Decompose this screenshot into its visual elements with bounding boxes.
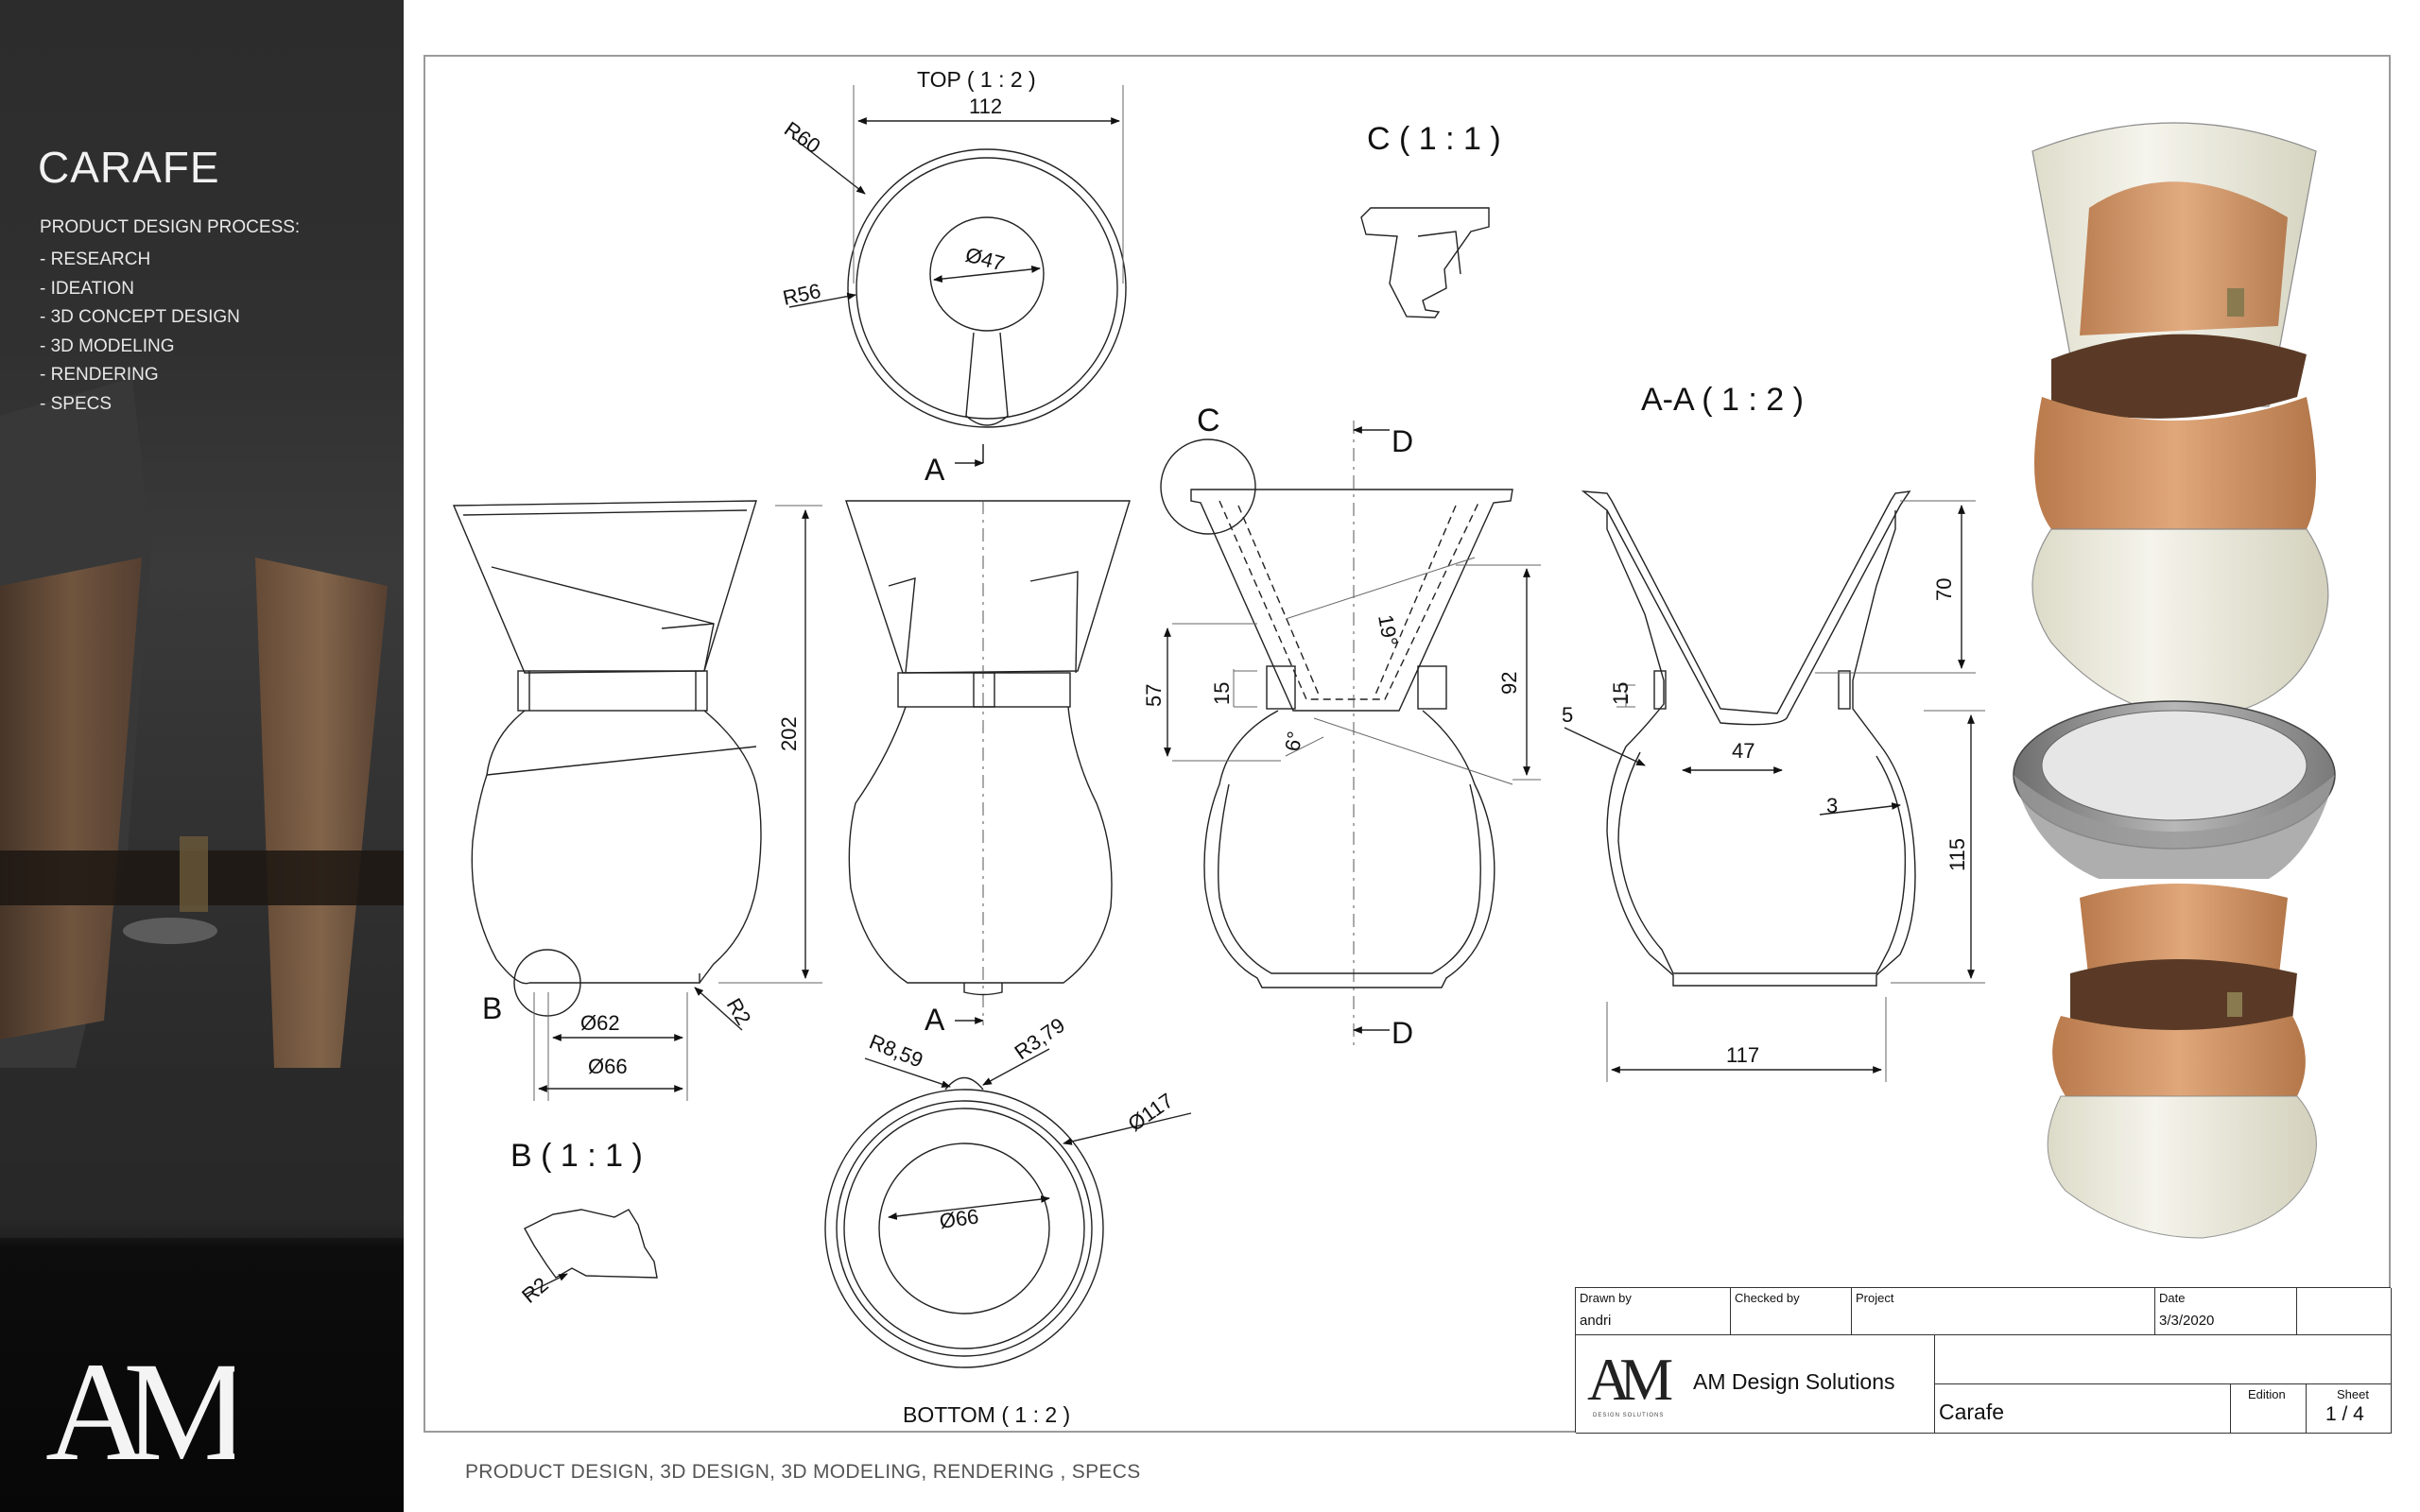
tb-company: AM DESIGN SOLUTIONS AM Design Solutions <box>1576 1335 1935 1434</box>
dim-side-15: 15 <box>1210 682 1234 705</box>
dim-top-r60: R60 <box>780 117 824 159</box>
tb-logo: AM DESIGN SOLUTIONS <box>1587 1346 1684 1418</box>
detail-c <box>1360 207 1490 318</box>
sidebar-panel: CARAFE PRODUCT DESIGN PROCESS: - RESEARC… <box>0 0 404 1512</box>
dim-bottom-dia117: Ø117 <box>1124 1089 1178 1136</box>
dim-top-dia47: Ø47 <box>963 243 1008 276</box>
bottom-view <box>824 1048 1192 1368</box>
drawing-sheet-border <box>424 55 2391 1433</box>
section-marker-a-bottom: A <box>925 1003 945 1037</box>
tb-date-label: Date <box>2159 1291 2186 1305</box>
dim-top-width: 112 <box>969 94 1002 118</box>
process-step: - RENDERING <box>40 365 159 385</box>
dim-sec-3: 3 <box>1826 794 1838 817</box>
view-title-section-aa: A-A ( 1 : 2 ) <box>1641 382 1804 418</box>
brand-logo: AM <box>45 1342 234 1474</box>
dim-side-6deg: 6° <box>1280 730 1306 753</box>
process-step: - 3D CONCEPT DESIGN <box>40 307 240 327</box>
wood-sleeve-left <box>0 558 142 1040</box>
tb-company-name: AM Design Solutions <box>1693 1369 1895 1394</box>
tb-drawn-by-label: Drawn by <box>1580 1291 1632 1305</box>
process-step: - SPECS <box>40 393 112 414</box>
side-view <box>845 500 1131 1025</box>
section-marker-a-top: A <box>925 453 945 487</box>
view-title-bottom: BOTTOM ( 1 : 2 ) <box>903 1402 1070 1427</box>
band-buckle <box>180 836 208 912</box>
section-marker-d-bottom: D <box>1392 1016 1413 1050</box>
dim-sec-15: 15 <box>1609 682 1633 705</box>
tb-sheet: Sheet 1 / 4 <box>2307 1384 2392 1434</box>
tb-empty <box>2297 1288 2392 1335</box>
detail-marker-c: C <box>1197 403 1220 438</box>
sidebar-title: CARAFE <box>38 143 220 192</box>
process-heading: PRODUCT DESIGN PROCESS: <box>40 217 301 237</box>
tb-sheet-label: Sheet <box>2337 1387 2369 1401</box>
footer-services: PRODUCT DESIGN, 3D DESIGN, 3D MODELING, … <box>465 1461 1141 1483</box>
dim-side-57: 57 <box>1142 684 1166 707</box>
tb-drawn-by-value: andri <box>1580 1313 1612 1329</box>
tb-sheet-value: 1 / 4 <box>2325 1403 2364 1425</box>
tb-date-value: 3/3/2020 <box>2159 1313 2215 1329</box>
tb-date: Date 3/3/2020 <box>2155 1288 2297 1335</box>
dim-sec-47: 47 <box>1732 739 1754 763</box>
process-step: - IDEATION <box>40 278 134 299</box>
dim-front-height: 202 <box>777 716 801 751</box>
dim-bottom-r859: R8,59 <box>866 1029 926 1072</box>
view-title-detail-b: B ( 1 : 1 ) <box>510 1138 643 1174</box>
tb-project-label: Project <box>1856 1291 1894 1305</box>
tb-blank-row <box>1935 1335 2392 1384</box>
dim-front-dia62: Ø62 <box>580 1011 620 1035</box>
view-title-top: TOP ( 1 : 2 ) <box>917 67 1036 92</box>
dim-bottom-r379: R3,79 <box>1011 1013 1069 1064</box>
process-step: - 3D MODELING <box>40 335 175 356</box>
dim-sec-5: 5 <box>1562 703 1573 727</box>
dim-side-92: 92 <box>1497 672 1521 695</box>
tb-project: Project <box>1852 1288 2155 1335</box>
tb-edition-label: Edition <box>2248 1387 2286 1401</box>
tb-part-name-value: Carafe <box>1939 1400 2005 1424</box>
render-open-view <box>2013 700 2336 1239</box>
title-block: Drawn by andri Checked by Project Date 3… <box>1575 1287 2392 1434</box>
dim-detail-r2: R2 <box>517 1273 553 1308</box>
tb-checked-by-label: Checked by <box>1735 1291 1800 1305</box>
dim-side-19deg: 19° <box>1374 613 1402 648</box>
filter-base <box>123 918 217 944</box>
carafe-photo-backdrop <box>0 378 404 1238</box>
tb-logo-subtext: DESIGN SOLUTIONS <box>1593 1413 1664 1418</box>
section-aa-view <box>1564 490 1985 1082</box>
render-closed-view <box>2031 122 2329 719</box>
dim-front-r2: R2 <box>722 994 756 1029</box>
table-surface <box>0 1068 404 1238</box>
dim-sec-70: 70 <box>1932 578 1956 601</box>
dim-sec-115: 115 <box>1945 838 1969 871</box>
dim-bottom-dia66: Ø66 <box>938 1204 980 1233</box>
dim-front-dia66: Ø66 <box>588 1055 628 1078</box>
tb-part-name: Carafe <box>1935 1384 2231 1434</box>
tb-checked-by: Checked by <box>1731 1288 1852 1335</box>
detail-b <box>524 1209 658 1296</box>
dim-sec-117: 117 <box>1726 1043 1759 1067</box>
detail-marker-b: B <box>482 991 502 1025</box>
section-marker-d-top: D <box>1392 424 1413 458</box>
top-view <box>788 85 1127 428</box>
tb-edition: Edition <box>2231 1384 2307 1434</box>
process-list: - RESEARCH - IDEATION - 3D CONCEPT DESIG… <box>40 246 240 419</box>
view-title-detail-c: C ( 1 : 1 ) <box>1367 121 1501 157</box>
dim-top-r56: R56 <box>781 279 823 310</box>
brand-logo-text: AM <box>45 1342 234 1474</box>
section-c-view <box>1160 421 1541 1049</box>
wood-sleeve-right <box>255 558 388 1068</box>
tb-logo-text: AM <box>1587 1346 1672 1413</box>
process-step: - RESEARCH <box>40 249 151 269</box>
front-view <box>452 500 822 1101</box>
tb-drawn-by: Drawn by andri <box>1576 1288 1731 1335</box>
